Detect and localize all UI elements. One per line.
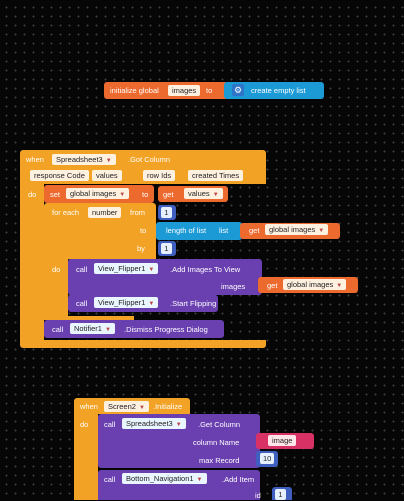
- initialize-event-left: [74, 414, 98, 500]
- init-global-label: initialize global: [110, 86, 159, 95]
- initialize-event-name: .Initialize: [153, 402, 183, 411]
- gear-icon[interactable]: ⚙: [232, 84, 244, 96]
- param-values[interactable]: values: [92, 170, 122, 181]
- id-label: id: [255, 491, 261, 500]
- add-item-method: .Add Item: [222, 475, 255, 484]
- do-label: do: [28, 190, 37, 199]
- by-number-value[interactable]: 1: [161, 243, 172, 254]
- images-param-label: images: [221, 282, 246, 291]
- create-empty-list-block[interactable]: [224, 82, 324, 99]
- view-flipper1-dropdown-2[interactable]: View_Flipper1 ▼: [94, 297, 159, 308]
- for-each-do-label: do: [52, 265, 61, 274]
- got-column-event-left: [20, 184, 44, 340]
- param-response-code[interactable]: response Code: [30, 170, 89, 181]
- text-image-value[interactable]: image: [268, 435, 297, 446]
- get-label-2: get: [249, 226, 260, 235]
- notifier1-dropdown[interactable]: Notifier1 ▼: [70, 323, 115, 334]
- get-column-method: .Get Column: [198, 420, 241, 429]
- create-empty-list-label: create empty list: [251, 86, 306, 95]
- get-global-images-dropdown-2[interactable]: global images ▼: [283, 279, 347, 290]
- from-number-value[interactable]: 1: [161, 207, 172, 218]
- when-label-2: when: [80, 402, 98, 411]
- do-label-2: do: [80, 420, 89, 429]
- for-each-var[interactable]: number: [88, 207, 122, 218]
- dismiss-progress-method: .Dismiss Progress Dialog: [124, 325, 208, 334]
- for-each-bottom: [44, 316, 134, 320]
- call-label-3: call: [52, 325, 64, 334]
- init-var-name[interactable]: images: [168, 85, 201, 96]
- init-to-label: to: [206, 86, 213, 95]
- to-label: to: [140, 226, 147, 235]
- spreadsheet3-dropdown-2[interactable]: Spreadsheet3 ▼: [122, 418, 186, 429]
- got-column-event-bottom: [20, 340, 266, 348]
- from-label: from: [130, 208, 145, 217]
- list-label: list: [219, 226, 229, 235]
- call-label-4: call: [104, 420, 116, 429]
- start-flipping-method: .Start Flipping: [170, 299, 217, 308]
- set-label: set: [50, 190, 61, 199]
- length-of-list-block[interactable]: [156, 222, 242, 240]
- spreadsheet3-dropdown[interactable]: Spreadsheet3 ▼: [52, 154, 116, 165]
- call-label-2: call: [76, 299, 88, 308]
- param-row-ids[interactable]: row Ids: [143, 170, 176, 181]
- for-each-left: [44, 259, 68, 316]
- set-to-label: to: [142, 190, 149, 199]
- call-label-5: call: [104, 475, 116, 484]
- get-label-3: get: [267, 281, 278, 290]
- when-label: when: [26, 155, 44, 164]
- add-images-method: .Add Images To View: [170, 265, 241, 274]
- call-label-1: call: [76, 265, 88, 274]
- set-var-dropdown[interactable]: global images ▼: [66, 188, 130, 199]
- id-value[interactable]: 1: [275, 489, 286, 500]
- for-each-label: for each: [52, 208, 80, 217]
- by-label: by: [137, 244, 145, 253]
- param-created-times[interactable]: created Times: [188, 170, 244, 181]
- max-record-value[interactable]: 10: [260, 453, 275, 464]
- bottom-navigation1-dropdown[interactable]: Bottom_Navigation1 ▼: [122, 473, 207, 484]
- get-label: get: [163, 190, 174, 199]
- get-global-images-dropdown[interactable]: global images ▼: [265, 224, 329, 235]
- column-name-label: column Name: [193, 438, 240, 447]
- length-of-list-label: length of list: [166, 226, 207, 235]
- get-values-dropdown[interactable]: values ▼: [184, 188, 223, 199]
- max-record-label: max Record: [199, 456, 240, 465]
- got-column-event-name: .Got Column: [128, 155, 171, 164]
- view-flipper1-dropdown[interactable]: View_Flipper1 ▼: [94, 263, 159, 274]
- screen2-dropdown[interactable]: Screen2 ▼: [104, 401, 149, 412]
